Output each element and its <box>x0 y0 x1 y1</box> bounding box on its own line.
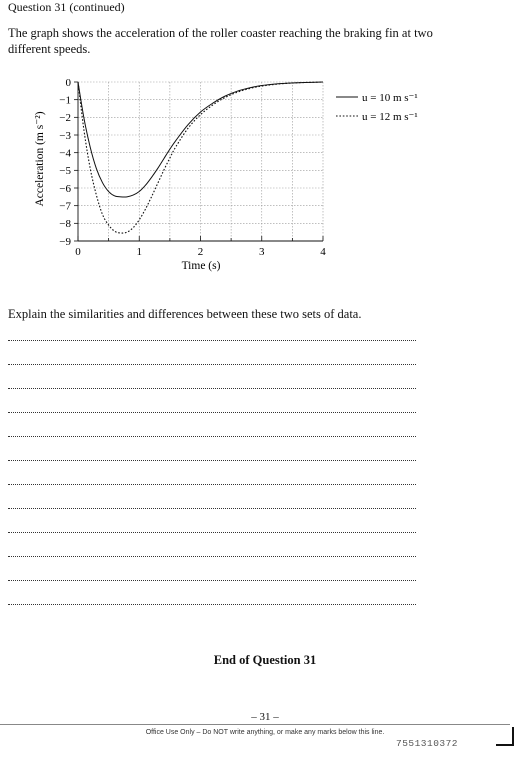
y-tick-label: −8 <box>59 218 71 230</box>
corner-registration-mark <box>496 727 514 746</box>
y-tick-label: −4 <box>59 147 71 159</box>
barcode-number: 7551310372 <box>396 738 459 749</box>
chart-axes: 0 −1 −2 −3 −4 −5 −6 −7 −8 −9 0 1 2 3 4 <box>59 77 326 258</box>
answer-line[interactable] <box>8 364 416 365</box>
y-axis-label: Acceleration (m s⁻²) <box>34 111 46 206</box>
acceleration-chart: 0−1−2−3−4−5−6−7−8−90 1 2 3 4 u = 10 m s⁻¹u =… <box>34 77 418 272</box>
y-tick-label: 0 <box>66 77 72 89</box>
answer-line[interactable] <box>8 532 416 533</box>
chart-series <box>77 81 324 234</box>
x-tick-label: 0 <box>75 246 81 258</box>
answer-line[interactable] <box>8 580 416 581</box>
question-heading: Question 31 (continued) <box>8 0 125 14</box>
y-tick-label: −7 <box>59 200 71 212</box>
chart-grid <box>78 81 324 242</box>
intro-text: The graph shows the acceleration of the … <box>8 26 433 56</box>
answer-line[interactable] <box>8 388 416 389</box>
instruction-text: Explain the similarities and differences… <box>8 307 362 321</box>
series-line-2 <box>77 81 324 234</box>
answer-line[interactable] <box>8 412 416 413</box>
y-tick-label: −3 <box>59 130 71 142</box>
legend-label-1: u = 10 m s⁻¹ <box>362 92 418 104</box>
x-axis-label: Time (s) <box>182 260 221 272</box>
legend-label-2: u = 12 m s⁻¹ <box>362 111 418 123</box>
y-tick-label: −2 <box>59 112 71 124</box>
chart-legend: u = 10 m s⁻¹ u = 12 m s⁻¹ <box>336 92 418 123</box>
x-tick-label: 3 <box>259 246 265 258</box>
answer-line[interactable] <box>8 556 416 557</box>
answer-line[interactable] <box>8 604 416 605</box>
answer-line[interactable] <box>8 436 416 437</box>
end-of-question: End of Question 31 <box>213 653 317 667</box>
answer-line[interactable] <box>8 340 416 341</box>
answer-line[interactable] <box>8 508 416 509</box>
y-tick-label: −5 <box>59 165 71 177</box>
footer-rule <box>0 724 510 725</box>
x-tick-label: 4 <box>320 246 326 258</box>
answer-line[interactable] <box>8 484 416 485</box>
page-number: – 31 – <box>251 711 279 723</box>
office-use-note: Office Use Only – Do NOT write anything,… <box>145 729 385 736</box>
x-tick-label: 1 <box>137 246 143 258</box>
x-tick-label: 2 <box>198 246 204 258</box>
y-tick-label: −1 <box>59 94 71 106</box>
y-tick-label: −9 <box>59 236 71 248</box>
y-tick-label: −6 <box>59 183 71 195</box>
answer-line[interactable] <box>8 460 416 461</box>
